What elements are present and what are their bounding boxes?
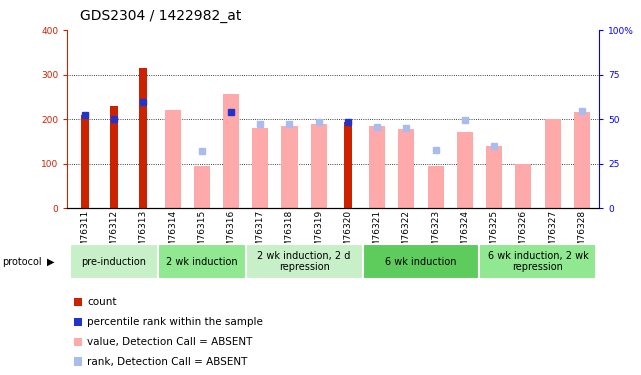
Bar [486,146,502,208]
Bar [363,244,479,279]
Bar [544,119,561,208]
Bar [344,122,352,208]
Bar [71,244,158,279]
Text: 2 wk induction, 2 d
repression: 2 wk induction, 2 d repression [258,251,351,272]
Bar [158,244,246,279]
Text: ▶: ▶ [47,256,54,267]
Text: pre-induction: pre-induction [81,256,147,267]
Bar [246,244,363,279]
Text: protocol: protocol [2,256,42,267]
Bar [81,115,89,208]
Text: 6 wk induction, 2 wk
repression: 6 wk induction, 2 wk repression [488,251,588,272]
Bar [139,68,147,208]
Bar [194,166,210,208]
Text: value, Detection Call = ABSENT: value, Detection Call = ABSENT [87,337,253,346]
Bar [252,128,269,208]
Text: 6 wk induction: 6 wk induction [385,256,457,267]
Bar [428,166,444,208]
Bar [515,164,531,208]
Bar [311,123,327,208]
Bar [369,126,385,208]
Bar [398,129,415,208]
Bar [110,106,118,208]
Text: GDS2304 / 1422982_at: GDS2304 / 1422982_at [80,9,242,23]
Bar [457,132,473,208]
Bar [281,126,297,208]
Text: percentile rank within the sample: percentile rank within the sample [87,317,263,327]
Bar [479,244,596,279]
Bar [574,112,590,208]
Bar [223,94,239,208]
Text: count: count [87,297,117,307]
Bar [165,110,181,208]
Text: 2 wk induction: 2 wk induction [166,256,238,267]
Text: rank, Detection Call = ABSENT: rank, Detection Call = ABSENT [87,357,247,366]
